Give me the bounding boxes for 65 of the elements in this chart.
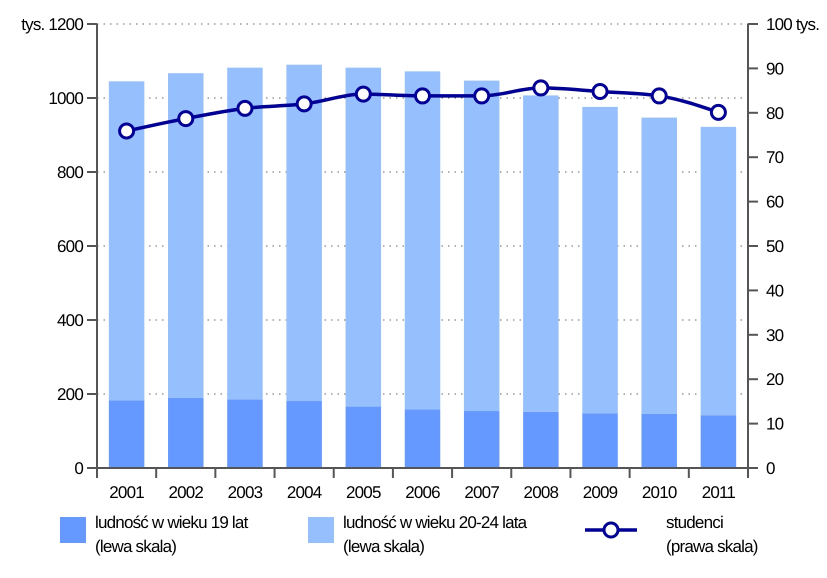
point (650, 87, 668, 104)
x-tick-label: 2001 (109, 483, 144, 502)
bar (582, 413, 618, 468)
bar (346, 406, 382, 468)
point (236, 100, 254, 117)
bar (700, 126, 736, 416)
bar (168, 73, 204, 398)
y2-tick-label: 60 (766, 192, 784, 212)
y2-tick-label: 0 (766, 458, 775, 478)
x-tick-label: 2004 (286, 483, 322, 502)
bar (700, 415, 736, 468)
y-tick-label: 800 (57, 162, 84, 182)
y2-tick-label: 10 (766, 414, 784, 434)
x-tick-label: 2011 (702, 483, 736, 502)
bar (464, 80, 500, 412)
point (414, 87, 431, 104)
bar (464, 411, 500, 468)
bar (286, 64, 322, 402)
point (592, 82, 609, 100)
bar (404, 410, 440, 468)
bar (404, 71, 440, 410)
x-tick-label: 2002 (168, 483, 204, 502)
y-tick-label: tys. 1200 (21, 14, 84, 34)
x-tick-label: 2006 (405, 483, 440, 502)
y-tick-label: 400 (57, 310, 84, 330)
legend-label: studenci (prawa skala) (666, 513, 758, 556)
y-tick-label: 1000 (48, 88, 84, 108)
point (710, 104, 727, 121)
bar (227, 400, 263, 468)
y2-tick-label: 30 (766, 326, 784, 345)
point (118, 122, 136, 140)
bar (523, 95, 559, 412)
x-tick-label: 2007 (464, 483, 500, 502)
legend-label: ludność w wieku 20-24 lata (lewa skala) (343, 513, 528, 556)
bar (168, 398, 204, 468)
bar (227, 68, 263, 400)
bar (286, 401, 322, 468)
y-tick-label: 200 (57, 384, 84, 404)
bar (523, 412, 559, 468)
y2-tick-label: 80 (766, 104, 784, 123)
y2-tick-label: 100 tys. (766, 14, 820, 34)
point (177, 110, 194, 128)
legend-label: ludność w wieku 19 lat (lewa skala) (95, 513, 249, 556)
x-tick-label: 2008 (524, 483, 559, 502)
x-tick-label: 2005 (346, 483, 381, 502)
point (296, 95, 313, 112)
point (354, 86, 372, 103)
y2-tick-label: 90 (766, 59, 784, 78)
bar (346, 68, 382, 407)
y2-tick-label: 70 (766, 148, 784, 168)
bar (641, 118, 677, 414)
bar (108, 400, 144, 468)
point (473, 87, 490, 104)
y-tick-label: 0 (74, 458, 84, 478)
y2-tick-label: 20 (766, 370, 784, 390)
y-tick-label: 600 (57, 236, 84, 256)
x-tick-label: 2003 (228, 483, 263, 502)
x-tick-label: 2009 (582, 483, 618, 502)
bar (641, 414, 677, 468)
bar (108, 81, 144, 400)
y2-tick-label: 50 (766, 236, 784, 256)
x-tick-label: 2010 (642, 483, 677, 502)
bar (582, 106, 618, 414)
point (532, 79, 550, 96)
y2-tick-label: 40 (766, 281, 784, 300)
